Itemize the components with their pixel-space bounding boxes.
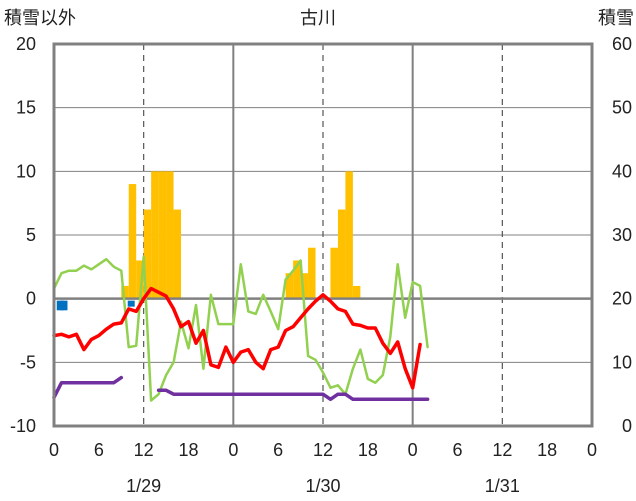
- snow-depth-line: [156, 388, 430, 402]
- line-layer: [52, 255, 430, 402]
- left-tick-label: -10: [10, 416, 36, 436]
- snowfall-bar: [166, 171, 174, 299]
- plot-frame: [52, 42, 594, 428]
- snowfall-bar: [337, 209, 346, 299]
- snowfall-bar: [143, 209, 152, 299]
- x-tick-label: 18: [537, 440, 557, 460]
- snowfall-bar: [293, 260, 301, 299]
- bar-layer: [54, 171, 592, 311]
- x-tick-label: 12: [313, 440, 333, 460]
- x-tick-label: 0: [49, 440, 59, 460]
- snowfall-bar: [285, 273, 294, 299]
- date-label: 1/30: [305, 476, 340, 496]
- x-tick-label: 0: [228, 440, 238, 460]
- right-axis-label: 積雪: [598, 8, 634, 29]
- x-tick-label: 12: [492, 440, 512, 460]
- x-tick-label: 0: [408, 440, 418, 460]
- snowfall-bar: [136, 260, 144, 299]
- snowfall-bar: [308, 247, 316, 299]
- x-tick-label: 18: [358, 440, 378, 460]
- x-tick-label: 12: [134, 440, 154, 460]
- snowfall-bar: [352, 285, 361, 299]
- x-tick-label: 18: [178, 440, 198, 460]
- date-label: 1/31: [485, 476, 520, 496]
- left-axis-label: 積雪以外: [4, 8, 76, 29]
- right-tick-label: 20: [612, 289, 632, 309]
- x-tick-label: 6: [94, 440, 104, 460]
- right-tick-label: 40: [612, 161, 632, 181]
- left-tick-label: -5: [20, 352, 36, 372]
- left-tick-label: 5: [26, 225, 36, 245]
- snowfall-bar: [345, 171, 353, 299]
- snowfall-bar: [158, 171, 167, 299]
- snowfall-bar: [121, 285, 129, 299]
- right-tick-label: 0: [622, 416, 632, 436]
- precip-bar: [60, 300, 68, 311]
- chart-title: 古川: [300, 8, 336, 29]
- frame-layer: [52, 42, 594, 428]
- left-tick-label: 20: [16, 34, 36, 54]
- right-tick-label: 50: [612, 98, 632, 118]
- snowfall-bar: [128, 184, 137, 299]
- left-tick-label: 10: [16, 161, 36, 181]
- x-tick-label: 6: [273, 440, 283, 460]
- x-tick-label: 0: [587, 440, 597, 460]
- precip-bar: [127, 300, 135, 307]
- date-label: 1/29: [126, 476, 161, 496]
- x-tick-label: 6: [452, 440, 462, 460]
- snowfall-bar: [330, 247, 338, 299]
- green-series-line: [52, 255, 429, 402]
- right-tick-label: 10: [612, 352, 632, 372]
- right-tick-label: 30: [612, 225, 632, 245]
- snowfall-bar: [173, 209, 182, 299]
- snow-depth-line: [52, 375, 124, 400]
- precip-bar: [56, 300, 64, 311]
- snowfall-bar: [151, 171, 159, 299]
- right-tick-label: 60: [612, 34, 632, 54]
- left-tick-label: 15: [16, 98, 36, 118]
- temperature-line: [52, 286, 422, 390]
- snowfall-bar: [300, 273, 309, 299]
- left-tick-label: 0: [26, 289, 36, 309]
